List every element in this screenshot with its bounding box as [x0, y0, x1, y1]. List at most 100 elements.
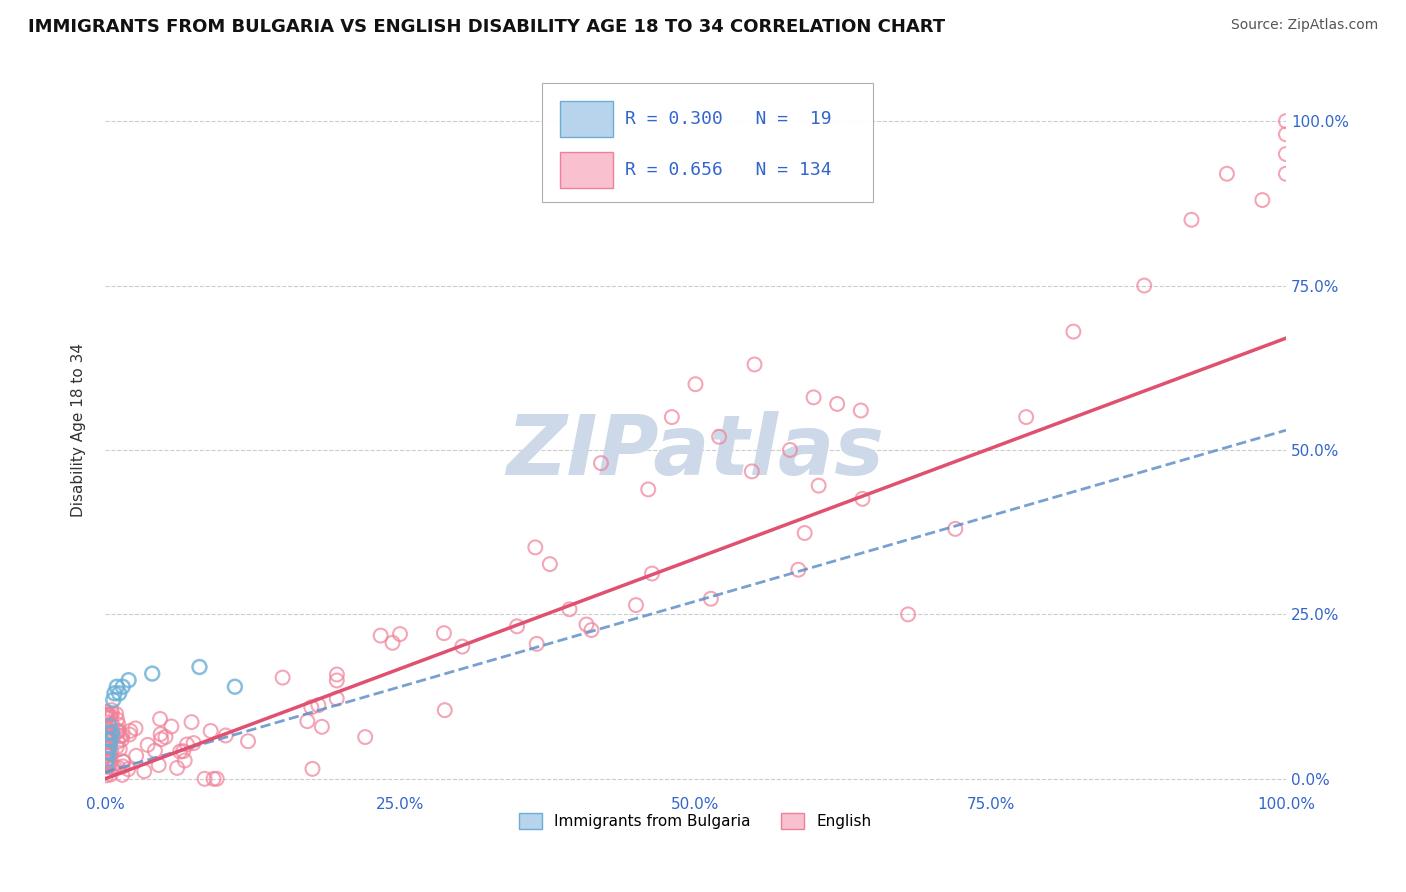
Y-axis label: Disability Age 18 to 34: Disability Age 18 to 34: [72, 343, 86, 517]
Point: [108, 686, 131, 700]
Point: [271, 671, 294, 685]
Point: [299, 700, 322, 714]
Point: [96, 708, 118, 723]
Point: [96, 746, 118, 760]
Point: [98, 756, 121, 770]
FancyBboxPatch shape: [541, 83, 873, 202]
Point: [148, 758, 170, 772]
Point: [787, 563, 810, 577]
FancyBboxPatch shape: [560, 152, 613, 188]
Point: [538, 557, 561, 571]
Point: [94, 754, 117, 768]
Point: [107, 734, 129, 748]
Point: [97, 707, 120, 722]
Point: [100, 711, 122, 725]
Point: [97, 728, 120, 742]
Point: [111, 755, 134, 769]
Point: [97, 746, 120, 760]
Point: [575, 617, 598, 632]
Point: [105, 739, 128, 754]
Point: [149, 712, 172, 726]
Text: R = 0.656   N = 134: R = 0.656 N = 134: [624, 161, 831, 178]
Point: [160, 719, 183, 733]
Point: [107, 724, 129, 739]
Point: [155, 730, 177, 744]
Point: [105, 713, 128, 727]
Point: [807, 478, 830, 492]
Point: [103, 693, 125, 707]
Point: [96, 752, 118, 766]
Point: [105, 723, 128, 738]
Point: [97, 725, 120, 739]
Point: [307, 698, 329, 713]
Point: [1133, 278, 1156, 293]
Point: [214, 729, 236, 743]
Point: [558, 602, 581, 616]
Point: [183, 736, 205, 750]
Point: [370, 629, 392, 643]
Point: [589, 456, 612, 470]
Point: [326, 667, 349, 681]
Point: [897, 607, 920, 622]
Point: [94, 764, 117, 778]
Point: [1275, 128, 1298, 142]
Point: [125, 748, 148, 763]
Point: [98, 740, 121, 755]
Point: [94, 736, 117, 750]
Point: [354, 730, 377, 744]
FancyBboxPatch shape: [560, 101, 613, 137]
Point: [803, 390, 825, 404]
Point: [624, 598, 647, 612]
Point: [101, 760, 124, 774]
Point: [1251, 193, 1274, 207]
Point: [98, 734, 121, 748]
Point: [94, 740, 117, 755]
Point: [326, 673, 349, 688]
Legend: Immigrants from Bulgaria, English: Immigrants from Bulgaria, English: [513, 806, 877, 835]
Point: [141, 666, 163, 681]
Point: [1216, 167, 1239, 181]
Point: [134, 764, 156, 779]
Point: [236, 734, 259, 748]
Point: [176, 738, 198, 752]
Point: [297, 714, 319, 728]
Point: [96, 711, 118, 725]
Point: [96, 756, 118, 770]
Point: [637, 483, 659, 497]
Point: [202, 772, 225, 786]
Point: [943, 522, 966, 536]
Point: [224, 680, 246, 694]
Point: [1062, 325, 1084, 339]
Point: [111, 680, 134, 694]
Point: [112, 755, 135, 769]
Point: [100, 767, 122, 781]
Point: [506, 619, 529, 633]
Point: [325, 691, 347, 706]
Point: [188, 660, 211, 674]
Point: [96, 729, 118, 743]
Point: [96, 732, 118, 747]
Point: [100, 732, 122, 747]
Point: [793, 526, 815, 541]
Point: [96, 731, 118, 745]
Point: [100, 744, 122, 758]
Point: [381, 636, 404, 650]
Point: [103, 730, 125, 744]
Point: [851, 491, 873, 506]
Point: [169, 745, 191, 759]
Point: [526, 637, 548, 651]
Point: [97, 728, 120, 742]
Point: [98, 726, 121, 740]
Point: [97, 760, 120, 774]
Point: [451, 640, 474, 654]
Text: R = 0.300   N =  19: R = 0.300 N = 19: [624, 110, 831, 128]
Point: [311, 720, 333, 734]
Point: [200, 723, 222, 738]
Point: [1275, 167, 1298, 181]
Point: [118, 727, 141, 741]
Point: [143, 744, 166, 758]
Point: [97, 745, 120, 759]
Point: [98, 708, 121, 723]
Point: [779, 442, 801, 457]
Point: [96, 720, 118, 734]
